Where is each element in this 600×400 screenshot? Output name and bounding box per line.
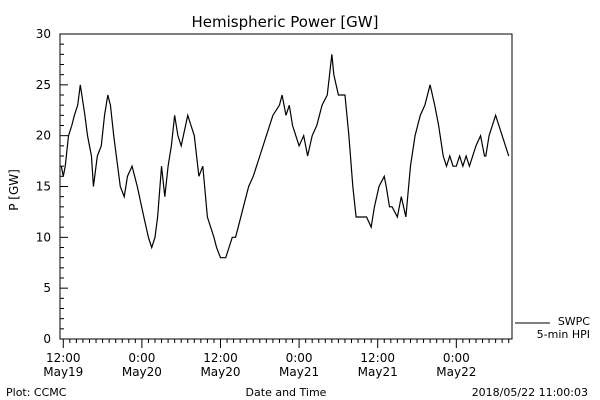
y-axis: 0 5 10 15 20 25 30 [36,27,68,346]
x-tick-date-label: May20 [122,365,162,379]
plot-credit: Plot: CCMC [6,386,67,399]
x-axis: 12:00May190:00May2012:00May200:00May2112… [43,339,510,379]
x-tick-time-label: 12:00 [203,351,238,365]
y-tick-label: 30 [36,27,51,41]
x-tick-time-label: 12:00 [46,351,81,365]
x-tick-date-label: May19 [43,365,83,379]
x-axis-label: Date and Time [246,386,327,399]
x-tick-time-label: 0:00 [128,351,155,365]
x-tick-date-label: May20 [200,365,240,379]
chart-title: Hemispheric Power [GW] [192,13,379,31]
x-tick-date-label: May21 [358,365,398,379]
plot-frame [59,33,513,340]
x-tick-date-label: May22 [436,365,476,379]
legend-hpi-label: 5-min HPI [537,328,590,341]
x-tick-time-label: 0:00 [443,351,470,365]
x-tick-time-label: 0:00 [286,351,313,365]
y-tick-label: 10 [36,230,51,244]
y-tick-label: 25 [36,78,51,92]
series-layer [60,54,510,259]
plot-timestamp: 2018/05/22 11:00:03 [472,386,588,399]
series-line-0 [60,54,510,259]
y-tick-label: 15 [36,180,51,194]
x-tick-time-label: 12:00 [360,351,395,365]
x-tick-date-label: May21 [279,365,319,379]
legend-swpc-label: SWPC [558,315,590,328]
y-axis-label: P [GW] [7,169,21,211]
y-tick-label: 0 [43,332,51,346]
y-tick-label: 20 [36,129,51,143]
y-tick-label: 5 [43,281,51,295]
